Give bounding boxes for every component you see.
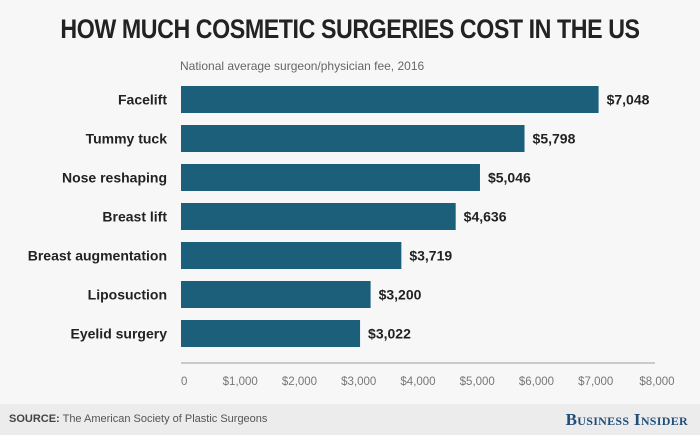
category-label: Breast lift [102, 209, 167, 225]
x-tick-label: $8,000 [639, 376, 674, 388]
bar [181, 125, 525, 152]
x-tick-label: $2,000 [282, 376, 317, 388]
x-tick-label: $7,000 [578, 376, 613, 388]
data-label: $3,022 [368, 326, 411, 342]
category-label: Liposuction [88, 287, 167, 303]
bar [181, 203, 456, 230]
bar [181, 281, 371, 308]
business-insider-logo: Business Insider [565, 410, 688, 429]
data-label: $3,719 [409, 248, 452, 264]
source-note: SOURCE: The American Society of Plastic … [9, 413, 267, 425]
category-label: Facelift [118, 92, 167, 108]
data-label: $3,200 [379, 287, 422, 303]
data-label: $7,048 [607, 92, 650, 108]
bar [181, 86, 599, 113]
category-label: Breast augmentation [28, 248, 167, 264]
source-text: The American Society of Plastic Surgeons [62, 413, 268, 425]
bar-chart: Facelift $7,048 Tummy tuck $5,798 Nose resha… [28, 86, 675, 388]
data-label: $4,636 [464, 209, 507, 225]
x-tick-label: $4,000 [400, 376, 435, 388]
chart-subtitle: National average surgeon/physician fee, … [180, 59, 425, 73]
x-tick-label: $1,000 [223, 376, 258, 388]
bar [181, 320, 361, 347]
data-label: $5,046 [488, 170, 531, 186]
category-label: Eyelid surgery [71, 326, 168, 342]
bar [181, 242, 402, 269]
category-label: Tummy tuck [86, 131, 168, 147]
data-label: $5,798 [533, 131, 576, 147]
x-tick-label: $3,000 [341, 376, 376, 388]
category-label: Nose reshaping [62, 170, 167, 186]
bar [181, 164, 480, 191]
x-tick-label: 0 [181, 376, 187, 388]
x-tick-label: $6,000 [519, 376, 554, 388]
source-label: SOURCE: [9, 413, 60, 425]
chart-title: HOW MUCH COSMETIC SURGERIES COST IN THE … [60, 14, 640, 44]
x-tick-label: $5,000 [460, 376, 495, 388]
footer: SOURCE: The American Society of Plastic … [0, 404, 700, 435]
